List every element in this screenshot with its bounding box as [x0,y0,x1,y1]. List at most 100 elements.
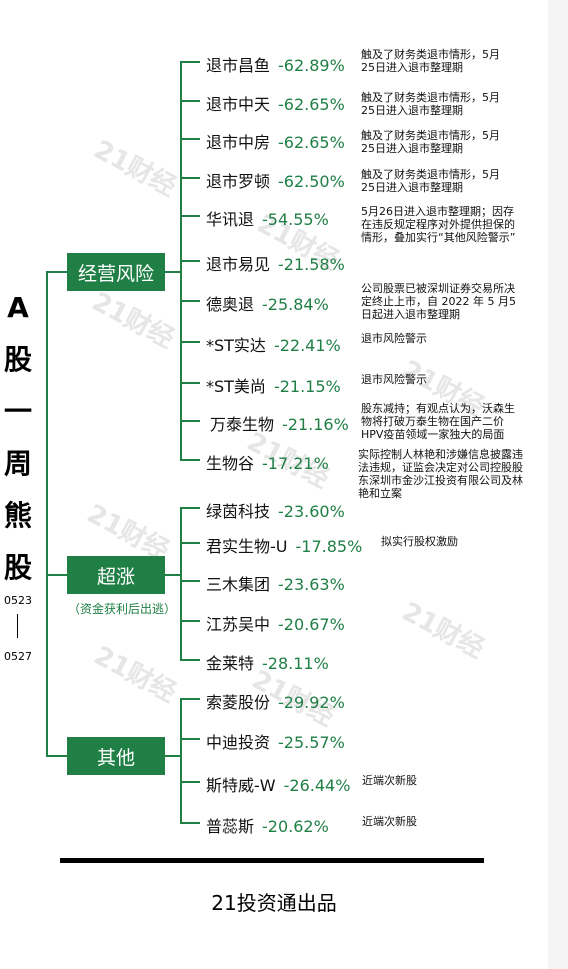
stock-tick [180,620,200,622]
stock-change: -62.50% [278,172,345,191]
stock-change: -23.63% [278,575,345,594]
stock-name: 退市中房 [206,133,271,152]
date-separator [17,614,18,638]
stock-name: 生物谷 [206,454,255,473]
title-char: 一 [3,395,32,428]
category-connector [165,271,181,273]
stock-name: 斯特威-W [206,776,276,795]
stock-tick [180,507,200,509]
stock-change: -54.55% [262,210,329,229]
stock-change: -62.65% [278,95,345,114]
stock-name: 退市中天 [206,95,271,114]
stock-item: 退市中房 -62.65% [206,129,345,153]
stock-item: 生物谷 -17.21% [206,450,329,474]
stock-change: -62.65% [278,133,345,152]
watermark: 21财经 [88,640,181,709]
stock-tick [180,459,200,461]
date-end: 0527 [4,650,32,663]
stock-name: *ST美尚 [206,377,266,396]
stock-change: -21.16% [282,415,349,434]
date-start: 0523 [4,594,32,607]
stock-name: *ST实达 [206,336,266,355]
footer-divider [60,858,484,863]
stock-note: 触及了财务类退市情形，5月 25日进入退市整理期 [361,91,500,117]
right-margin [548,0,568,969]
stock-note: 实际控制人林艳和涉嫌信息披露违 法违规，证监会决定对公司控股股 东深圳市金沙江投… [358,448,523,500]
stock-item: *ST实达 -22.41% [206,332,341,356]
stock-item: 江苏吴中 -20.67% [206,611,345,635]
stock-item: 退市易见 -21.58% [206,251,345,275]
branch-line [180,507,182,659]
category-other: 其他 [67,737,165,775]
stock-item: 中迪投资 -25.57% [206,729,345,753]
stock-name: 江苏吴中 [206,615,271,634]
stock-tick [180,138,200,140]
stock-change: -29.92% [278,693,345,712]
title-char: 股 [3,551,32,584]
stock-note: 股东减持；有观点认为，沃森生 物将打破万泰生物在国产二价 HPV疫苗领域一家独大… [361,402,515,441]
stock-change: -21.15% [273,377,341,396]
stock-name: 万泰生物 [210,415,275,434]
stock-change: -20.62% [262,817,329,836]
stock-tick [180,341,200,343]
stock-tick [180,781,200,783]
category-overbought-sublabel: （资金获利后出逃） [68,602,177,616]
stock-item: *ST美尚 -21.15% [206,373,341,397]
stock-tick [180,822,200,824]
stock-tick [180,738,200,740]
stock-change: -26.44% [283,776,351,795]
stock-item: 万泰生物 -21.16% [210,411,349,435]
stock-note: 退市风险警示 [361,332,427,345]
stock-change: -25.57% [278,733,345,752]
title-char: 股 [3,343,32,376]
stock-name: 绿茵科技 [206,502,271,521]
page-title: A 股 一 周 熊 股 [0,282,36,594]
stock-name: 金莱特 [206,654,255,673]
stock-note: 退市风险警示 [361,373,427,386]
category-connector [165,755,181,757]
stock-change: -20.67% [278,615,345,634]
stock-change: -17.85% [295,537,363,556]
stock-note: 公司股票已被深圳证券交易所决 定终止上市，自 2022 年 5 月5 日起进入退… [361,282,516,321]
stock-tick [180,260,200,262]
stock-change: -62.89% [278,56,345,75]
branch-line [180,698,182,824]
stock-tick [180,100,200,102]
category-operating-risk: 经营风险 [67,253,165,291]
stock-note: 触及了财务类退市情形，5月 25日进入退市整理期 [361,48,500,74]
stock-name: 君实生物-U [206,537,288,556]
stock-name: 中迪投资 [206,733,271,752]
stock-item: 绿茵科技 -23.60% [206,498,345,522]
stock-item: 退市昌鱼 -62.89% [206,52,345,76]
stock-note: 触及了财务类退市情形，5月 25日进入退市整理期 [361,129,500,155]
stock-item: 斯特威-W -26.44% [206,772,350,796]
stock-tick [180,177,200,179]
stock-tick [180,542,200,544]
trunk-branch [46,574,67,576]
stock-name: 三木集团 [206,575,271,594]
stock-name: 索菱股份 [206,693,271,712]
stock-note: 近端次新股 [362,815,417,828]
stock-tick [180,215,200,217]
watermark: 21财经 [396,596,489,665]
stock-tick [180,580,200,582]
stock-item: 三木集团 -23.63% [206,571,345,595]
stock-change: -22.41% [273,336,341,355]
trunk-branch [46,271,67,273]
stock-note: 近端次新股 [362,774,417,787]
stock-tick [180,61,200,63]
title-char: A [7,291,29,324]
diagram-panel: 21财经 21财经 21财经 21财经 21财经 21财经 21财经 21财经 … [0,48,523,915]
stock-name: 普蕊斯 [206,817,255,836]
stock-tick [180,698,200,700]
stock-name: 退市罗顿 [206,172,271,191]
stock-note: 5月26日进入退市整理期；因存 在违反规定程序对外提供担保的 情形，叠加实行“其… [361,205,516,244]
stock-change: -28.11% [262,654,329,673]
footer-credit: 21投资通出品 [211,891,337,915]
stock-tick [180,300,200,302]
watermark: 21财经 [86,286,179,355]
stock-item: 金莱特 -28.11% [206,650,329,674]
category-connector [165,574,181,576]
stock-note: 触及了财务类退市情形，5月 25日进入退市整理期 [361,168,500,194]
watermark: 21财经 [88,134,181,203]
